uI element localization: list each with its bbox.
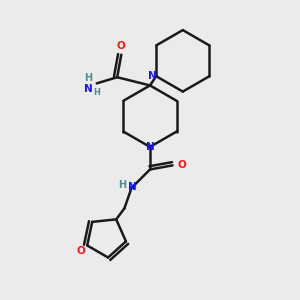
Text: H: H bbox=[93, 88, 100, 97]
Text: O: O bbox=[77, 246, 85, 256]
Text: N: N bbox=[148, 71, 156, 81]
Text: N: N bbox=[128, 182, 137, 192]
Text: H: H bbox=[84, 73, 93, 83]
Text: N: N bbox=[84, 83, 93, 94]
Text: O: O bbox=[117, 41, 126, 52]
Text: O: O bbox=[177, 160, 186, 170]
Text: H: H bbox=[118, 180, 126, 190]
Text: N: N bbox=[146, 142, 154, 152]
